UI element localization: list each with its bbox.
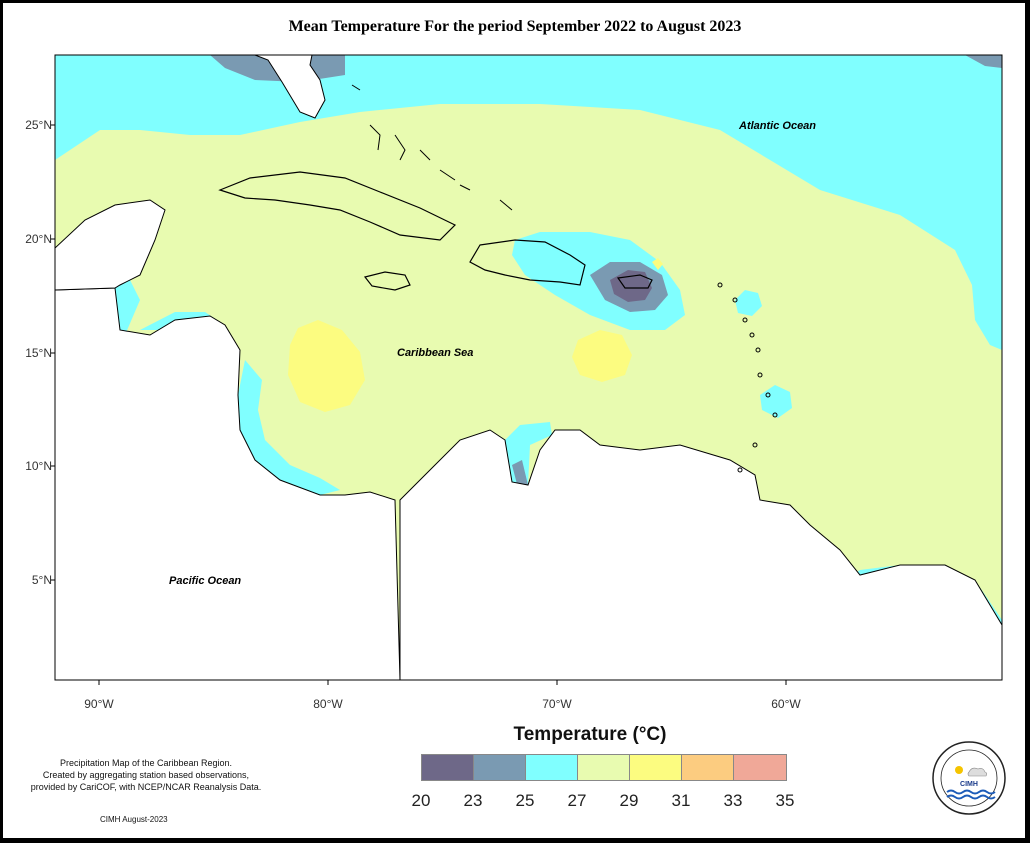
wave-icon bbox=[946, 789, 996, 795]
legend-swatch bbox=[734, 755, 786, 780]
legend-tick-label: 33 bbox=[723, 791, 743, 810]
land-florida bbox=[254, 55, 326, 119]
map-title: Mean Temperature For the period Septembe… bbox=[288, 18, 742, 35]
lat-tick-10n: 10°N bbox=[25, 459, 52, 473]
legend-title: Temperature (°C) bbox=[513, 724, 667, 745]
legend-tick-label: 20 bbox=[411, 791, 431, 810]
cloud-icon bbox=[967, 767, 988, 777]
legend-swatch bbox=[526, 755, 578, 780]
legend-tick-label: 25 bbox=[515, 791, 535, 810]
legend-tick-label: 31 bbox=[671, 791, 691, 810]
legend-swatch bbox=[630, 755, 682, 780]
land-cuba bbox=[218, 171, 457, 241]
lon-tick-80w: 80°W bbox=[313, 697, 343, 711]
credit-date: CIMH August-2023 bbox=[100, 815, 168, 824]
legend-tick-label: 35 bbox=[775, 791, 795, 810]
lat-tick-5n: 5°N bbox=[31, 573, 52, 587]
cimh-logo: CIMH bbox=[932, 741, 1006, 815]
sun-icon bbox=[955, 766, 963, 774]
svg-text:CIMH: CIMH bbox=[960, 781, 978, 788]
temp-band-25-27-antilles-north bbox=[735, 290, 762, 316]
land-central-america bbox=[55, 287, 401, 680]
lon-tick-90w: 90°W bbox=[84, 697, 114, 711]
credit-line-2: Created by aggregating station based obs… bbox=[42, 770, 250, 780]
legend-swatch bbox=[682, 755, 734, 780]
credit-text: Precipitation Map of the Caribbean Regio… bbox=[5, 757, 287, 793]
plot-border bbox=[54, 54, 1003, 681]
temp-band-29-31-west bbox=[288, 320, 365, 412]
credit-line-3: provided by CariCOF, with NCEP/NCAR Rean… bbox=[30, 782, 262, 792]
temp-band-23-25-ne bbox=[965, 55, 1002, 68]
temp-band-25-27-central-america bbox=[235, 360, 340, 495]
legend-tick-label: 23 bbox=[463, 791, 483, 810]
land-south-america bbox=[399, 429, 1002, 680]
temp-band-29-31-spot bbox=[652, 258, 663, 270]
land-yucatan bbox=[55, 199, 166, 291]
lon-tick-60w: 60°W bbox=[771, 697, 801, 711]
label-atlantic-ocean: Atlantic Ocean bbox=[739, 120, 817, 132]
land-hispaniola bbox=[469, 239, 586, 286]
land-lesser-antilles bbox=[717, 282, 778, 473]
temp-band-25-27-atlantic bbox=[55, 55, 1002, 350]
legend-swatch bbox=[422, 755, 474, 780]
lat-tick-15n: 15°N bbox=[25, 346, 52, 360]
land-jamaica bbox=[363, 271, 411, 291]
temp-band-23-25-maracaibo bbox=[512, 460, 528, 488]
legend-swatch bbox=[474, 755, 526, 780]
legend-colorbar bbox=[421, 754, 787, 781]
legend-swatch bbox=[578, 755, 630, 780]
axis-ticks bbox=[50, 124, 787, 685]
lon-tick-70w: 70°W bbox=[542, 697, 572, 711]
credit-line-1: Precipitation Map of the Caribbean Regio… bbox=[59, 758, 233, 768]
land-bahamas bbox=[351, 84, 513, 211]
legend-tick-label: 27 bbox=[567, 791, 587, 810]
label-caribbean-sea: Caribbean Sea bbox=[397, 347, 474, 359]
legend-tick-label: 29 bbox=[619, 791, 639, 810]
temp-band-29-31-central bbox=[572, 330, 632, 382]
label-pacific-ocean: Pacific Ocean bbox=[169, 575, 242, 587]
land-puerto-rico bbox=[616, 274, 653, 289]
lat-tick-20n: 20°N bbox=[25, 232, 52, 246]
lat-tick-25n: 25°N bbox=[25, 118, 52, 132]
